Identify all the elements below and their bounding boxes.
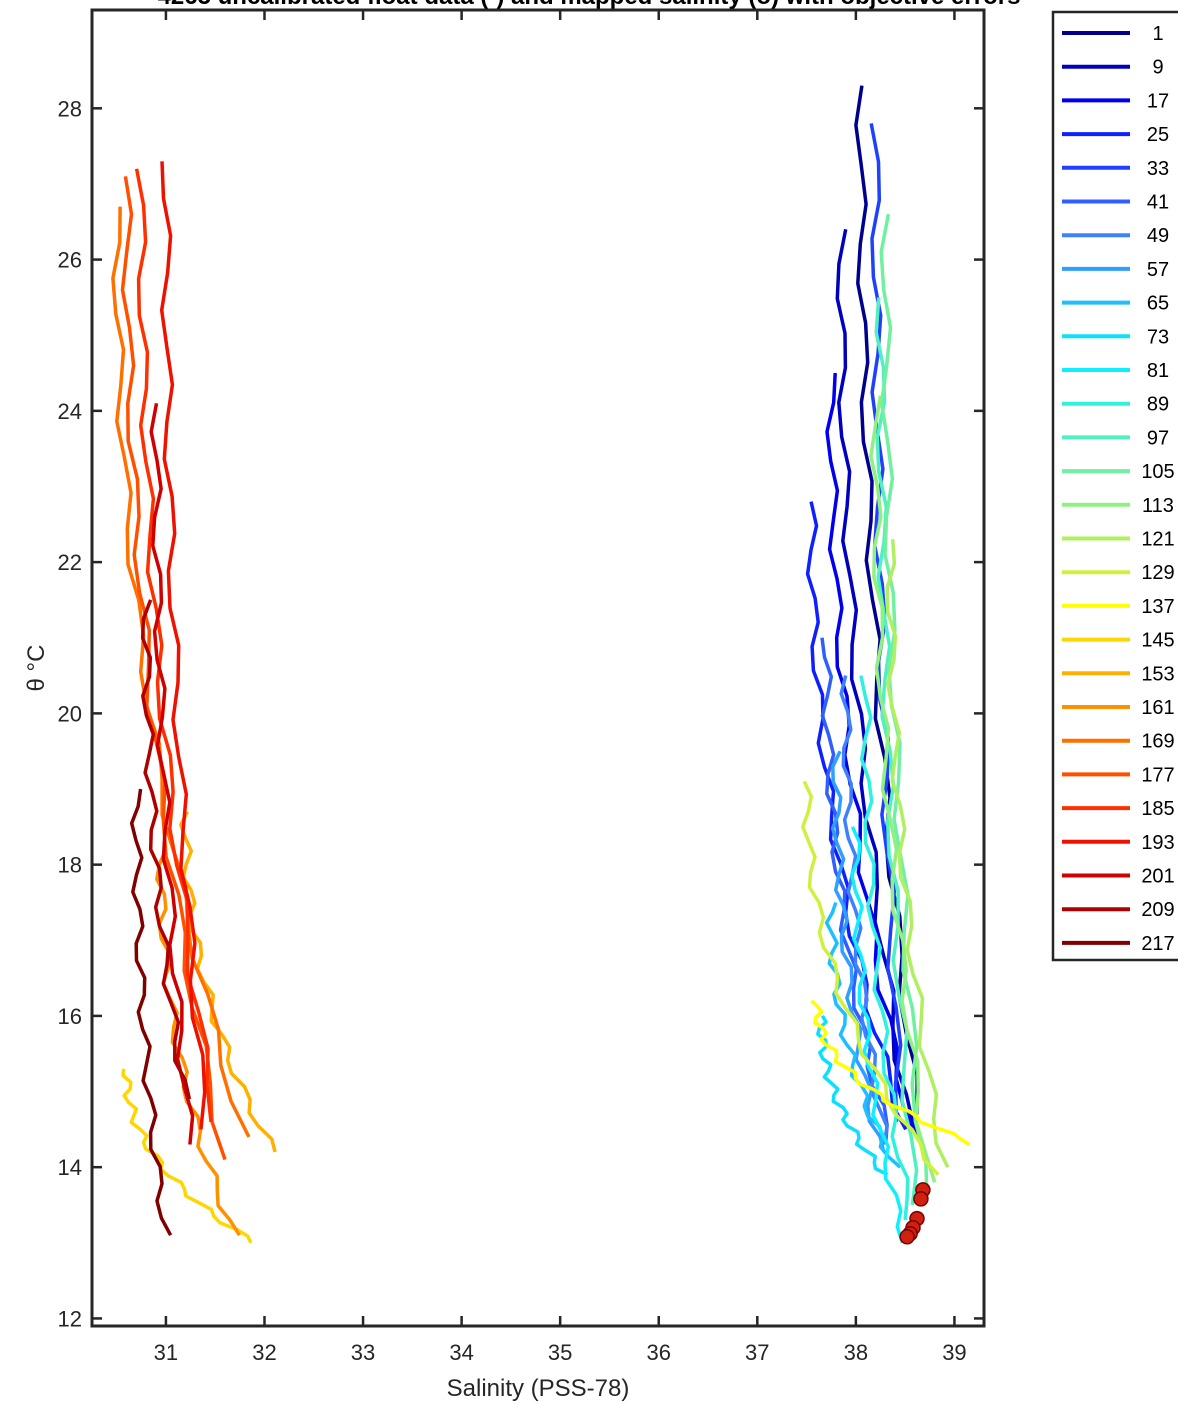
legend-label-81: 81 xyxy=(1147,360,1169,382)
x-tick-label: 38 xyxy=(844,1340,868,1365)
y-tick-label: 18 xyxy=(58,853,82,878)
legend-label-97: 97 xyxy=(1147,427,1169,449)
legend-label-105: 105 xyxy=(1141,461,1174,483)
series-line-121 xyxy=(885,539,950,1168)
legend-label-113: 113 xyxy=(1142,495,1174,517)
x-tick-label: 32 xyxy=(252,1340,276,1365)
chart-title: 4265 uncalibrated float data (-) and map… xyxy=(158,0,1021,10)
legend-label-161: 161 xyxy=(1141,697,1174,719)
legend-label-121: 121 xyxy=(1141,529,1174,551)
y-tick-label: 24 xyxy=(58,399,82,424)
series-line-193 xyxy=(159,161,207,1130)
series-line-161 xyxy=(155,848,241,1237)
series-layer xyxy=(111,85,971,1244)
legend: 1 9 17 25 33 41 49 57 65 73 81 89 97 105 113 121 129 137 1… xyxy=(1051,10,1178,962)
legend-label-73: 73 xyxy=(1147,326,1169,348)
legend-label-185: 185 xyxy=(1141,798,1174,820)
legend-label-209: 209 xyxy=(1141,899,1174,921)
legend-label-217: 217 xyxy=(1141,933,1174,955)
mapped-point xyxy=(913,1191,929,1207)
legend-label-201: 201 xyxy=(1141,866,1174,888)
series-line-201 xyxy=(149,402,195,1145)
axes-box xyxy=(90,8,986,1328)
legend-label-41: 41 xyxy=(1147,192,1169,214)
series-line-97 xyxy=(874,297,919,1206)
x-tick-label: 36 xyxy=(646,1340,670,1365)
legend-label-49: 49 xyxy=(1147,225,1169,247)
legend-label-25: 25 xyxy=(1147,124,1169,146)
y-tick-label: 16 xyxy=(58,1004,82,1029)
x-tick-label: 33 xyxy=(351,1340,375,1365)
legend-box xyxy=(1051,10,1178,962)
legend-label-33: 33 xyxy=(1147,158,1169,180)
x-tick-label: 31 xyxy=(154,1340,178,1365)
series-line-185 xyxy=(134,168,213,1122)
legend-label-153: 153 xyxy=(1141,663,1174,685)
x-tick-label: 39 xyxy=(942,1340,966,1365)
x-tick-label: 35 xyxy=(548,1340,572,1365)
x-tick-label: 37 xyxy=(745,1340,769,1365)
series-line-209 xyxy=(140,599,192,1100)
legend-label-17: 17 xyxy=(1147,90,1169,112)
y-tick-label: 26 xyxy=(58,248,82,273)
legend-label-57: 57 xyxy=(1147,259,1169,281)
y-tick-label: 20 xyxy=(58,701,82,726)
legend-label-89: 89 xyxy=(1147,394,1169,416)
legend-label-137: 137 xyxy=(1141,596,1174,618)
series-line-137 xyxy=(810,999,971,1146)
legend-label-65: 65 xyxy=(1147,293,1169,315)
legend-label-193: 193 xyxy=(1141,832,1174,854)
series-line-217 xyxy=(129,788,173,1237)
series-line-113 xyxy=(869,395,937,1183)
series-line-129 xyxy=(801,780,940,1176)
series-line-25 xyxy=(805,501,908,1131)
mapped-point xyxy=(899,1229,915,1245)
y-tick-label: 28 xyxy=(58,96,82,121)
x-axis-label: Salinity (PSS-78) xyxy=(447,1375,630,1402)
series-line-169 xyxy=(111,206,251,1138)
series-line-145 xyxy=(121,1068,253,1244)
legend-label-169: 169 xyxy=(1141,731,1174,753)
series-line-89 xyxy=(859,675,910,1221)
plot-area: 31 32 33 34 35 36 37 38 39 12 14 16 18 20 22 24 26 28 xyxy=(58,8,986,1365)
series-line-81 xyxy=(850,826,905,1244)
legend-label-9: 9 xyxy=(1152,57,1163,79)
legend-label-1: 1 xyxy=(1152,23,1163,45)
y-tick-label: 12 xyxy=(58,1306,82,1331)
legend-label-177: 177 xyxy=(1141,764,1174,786)
legend-label-145: 145 xyxy=(1141,630,1174,652)
x-tick-label: 34 xyxy=(449,1340,473,1365)
legend-label-129: 129 xyxy=(1141,562,1174,584)
y-axis-label: θ °C xyxy=(23,645,50,692)
y-tick-label: 14 xyxy=(58,1155,82,1180)
ticks-layer: 31 32 33 34 35 36 37 38 39 12 14 16 18 20 22 24 26 28 xyxy=(58,10,984,1365)
series-line-57 xyxy=(830,750,886,1153)
mapped-points-layer xyxy=(899,1182,931,1245)
y-tick-label: 22 xyxy=(58,550,82,575)
